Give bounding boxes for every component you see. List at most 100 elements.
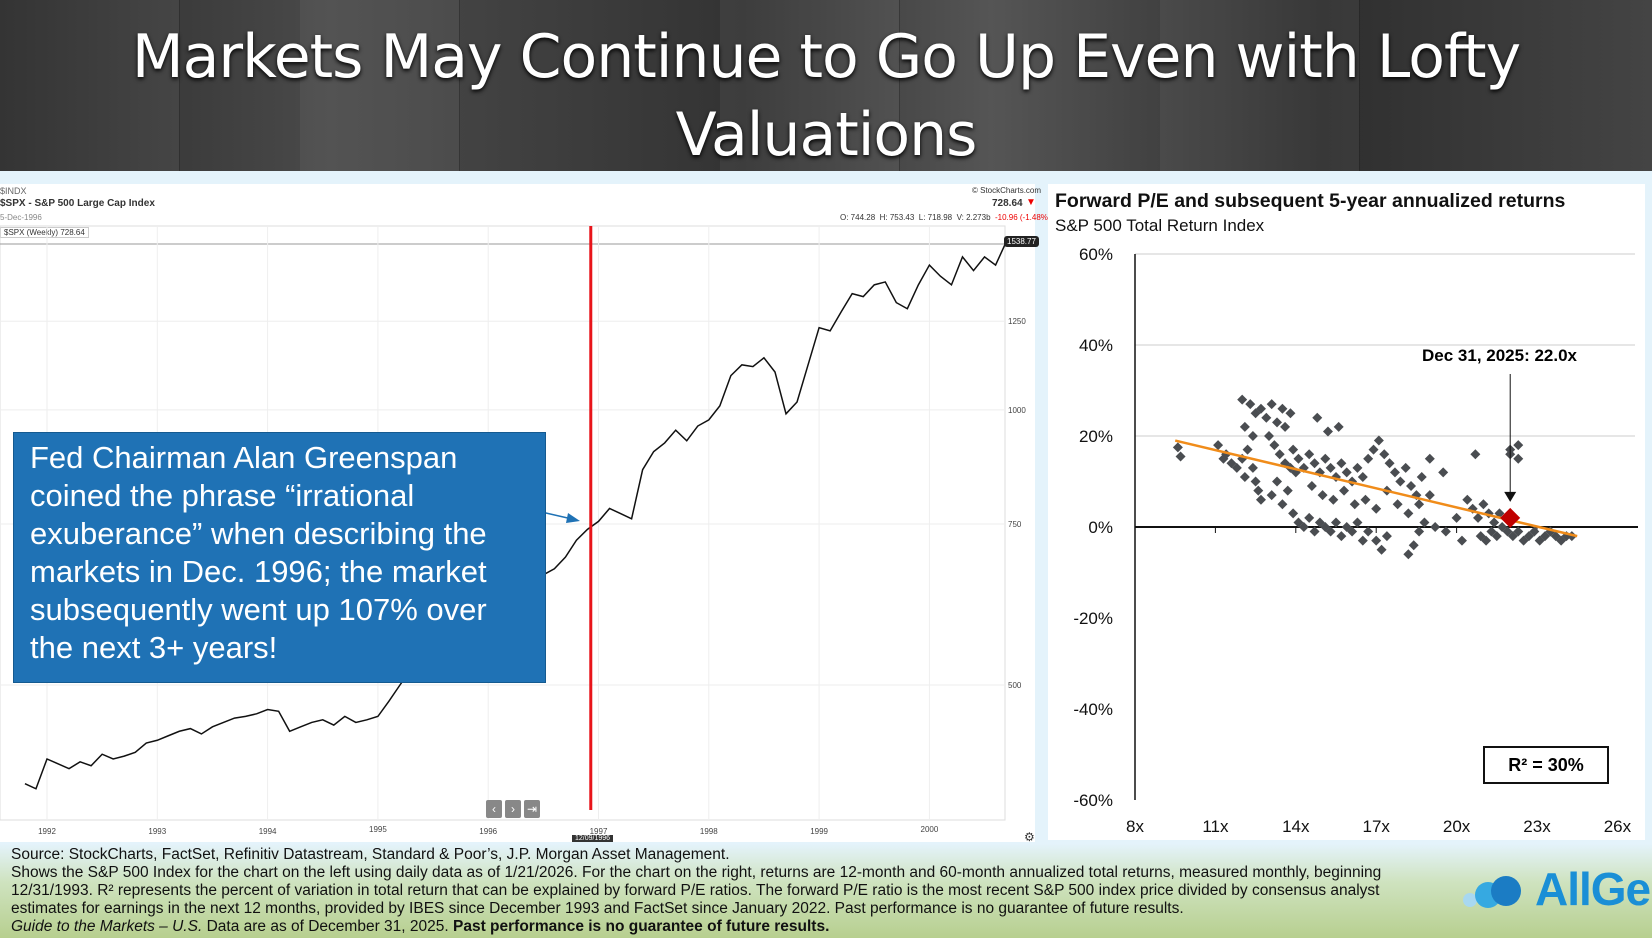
data-point <box>1298 462 1309 473</box>
data-point <box>1325 526 1336 537</box>
y-tick-label: 1000 <box>1008 406 1026 415</box>
pointer-arrow-icon <box>1504 491 1517 502</box>
stock-line-chart[interactable]: 1992 1993 1994 1995 1996 1997 1998 1999 2000 500 7… <box>0 184 1035 842</box>
data-point <box>1239 471 1250 482</box>
price-tag: 1538.77 <box>1004 236 1039 247</box>
data-point <box>1336 458 1347 469</box>
data-point <box>1416 471 1427 482</box>
data-point <box>1357 471 1368 482</box>
highlight-point <box>1500 507 1521 528</box>
scatter-title: Forward P/E and subsequent 5-year annual… <box>1055 190 1566 212</box>
highlight-label: Dec 31, 2025: 22.0x <box>1422 346 1578 365</box>
data-point <box>1403 549 1414 560</box>
page-title: Markets May Continue to Go Up Even with … <box>0 18 1652 174</box>
data-point <box>1561 531 1572 542</box>
scroll-end-button[interactable]: ⇥ <box>524 800 540 818</box>
data-point <box>1497 522 1508 532</box>
data-point <box>1320 522 1331 532</box>
data-point <box>1304 449 1315 460</box>
x-tick-label: 1994 <box>259 827 277 836</box>
data-point <box>1242 444 1253 455</box>
data-point <box>1540 531 1551 542</box>
data-point <box>1529 526 1540 537</box>
x-tick-label: 23x <box>1523 817 1551 836</box>
allgen-logo: AllGen <box>1450 862 1652 915</box>
data-point <box>1376 544 1387 555</box>
data-point <box>1314 517 1325 528</box>
guide-title: Guide to the Markets – U.S. <box>11 918 203 935</box>
title-line-2: Valuations <box>675 100 978 170</box>
change-value: -10.96 (-1.48%) <box>994 213 1051 222</box>
scroll-right-button[interactable]: › <box>505 800 521 818</box>
data-point <box>1333 421 1344 432</box>
x-tick-label: 1996 <box>479 827 497 836</box>
data-point <box>1280 421 1291 432</box>
provider-label: © StockCharts.com <box>972 186 1042 195</box>
x-tick-label: 26x <box>1604 817 1632 836</box>
data-point <box>1352 517 1363 528</box>
data-point <box>1424 453 1435 464</box>
y-tick-label: 20% <box>1079 427 1113 446</box>
data-point <box>1175 451 1186 462</box>
data-point <box>1247 431 1258 441</box>
data-point <box>1266 399 1277 410</box>
x-tick-label: 8x <box>1126 817 1144 836</box>
x-tick-label: 1992 <box>38 827 56 836</box>
ohlc-readout: O: 744.28 H: 753.43 L: 718.98 V: 2.273b … <box>840 213 1051 222</box>
data-point <box>1456 535 1467 546</box>
data-point <box>1403 508 1414 519</box>
data-point <box>1328 494 1339 505</box>
data-point <box>1237 394 1248 405</box>
y-tick-label: -40% <box>1073 700 1113 719</box>
cursor-date: 12/09/1996 <box>572 835 614 842</box>
data-point <box>1502 526 1513 537</box>
y-tick-label: -60% <box>1073 791 1113 810</box>
cloud-logo-icon <box>1463 876 1521 908</box>
data-point <box>1336 531 1347 542</box>
data-point <box>1264 431 1274 441</box>
methodology-note: Shows the S&P 500 Index for the chart on… <box>11 864 1382 917</box>
data-point <box>1298 522 1309 532</box>
data-point <box>1395 476 1406 487</box>
y-tick-label: 750 <box>1008 520 1022 529</box>
x-tick-label: 11x <box>1202 817 1229 836</box>
gear-icon[interactable]: ⚙ <box>1024 830 1035 844</box>
data-point <box>1400 462 1411 473</box>
data-point <box>1481 535 1492 546</box>
data-point <box>1438 467 1449 478</box>
data-point <box>1272 417 1283 428</box>
y-tick-label: 500 <box>1008 681 1022 690</box>
data-point <box>1384 458 1395 469</box>
open-value: O: 744.28 <box>840 213 876 222</box>
chart-symbol: $INDX <box>0 186 27 196</box>
data-point <box>1255 494 1266 505</box>
data-point <box>1312 412 1323 423</box>
y-tick-label: -20% <box>1073 609 1113 628</box>
data-point <box>1245 399 1256 410</box>
data-point <box>1255 403 1266 414</box>
data-point <box>1317 490 1328 501</box>
data-point <box>1304 512 1315 523</box>
data-point <box>1253 485 1264 496</box>
data-point <box>1363 526 1374 537</box>
scroll-left-button[interactable]: ‹ <box>486 800 502 818</box>
footer <box>0 844 1652 938</box>
data-point <box>1347 526 1358 537</box>
low-value: L: 718.98 <box>918 213 953 222</box>
data-point <box>1513 440 1524 451</box>
down-arrow-icon: ▼ <box>1026 197 1036 208</box>
data-point <box>1478 499 1489 510</box>
title-line-1: Markets May Continue to Go Up Even with … <box>131 22 1521 92</box>
data-point <box>1414 499 1425 510</box>
data-point <box>1373 435 1384 446</box>
data-point <box>1507 531 1518 542</box>
data-point <box>1408 540 1419 551</box>
data-point <box>1266 490 1277 501</box>
data-point <box>1513 526 1524 537</box>
data-point <box>1451 512 1462 523</box>
trend-line <box>1174 439 1578 538</box>
data-point <box>1274 449 1285 460</box>
data-point <box>1293 453 1304 464</box>
chart-name: $SPX - S&P 500 Large Cap Index <box>0 198 155 209</box>
data-point <box>1424 490 1435 501</box>
